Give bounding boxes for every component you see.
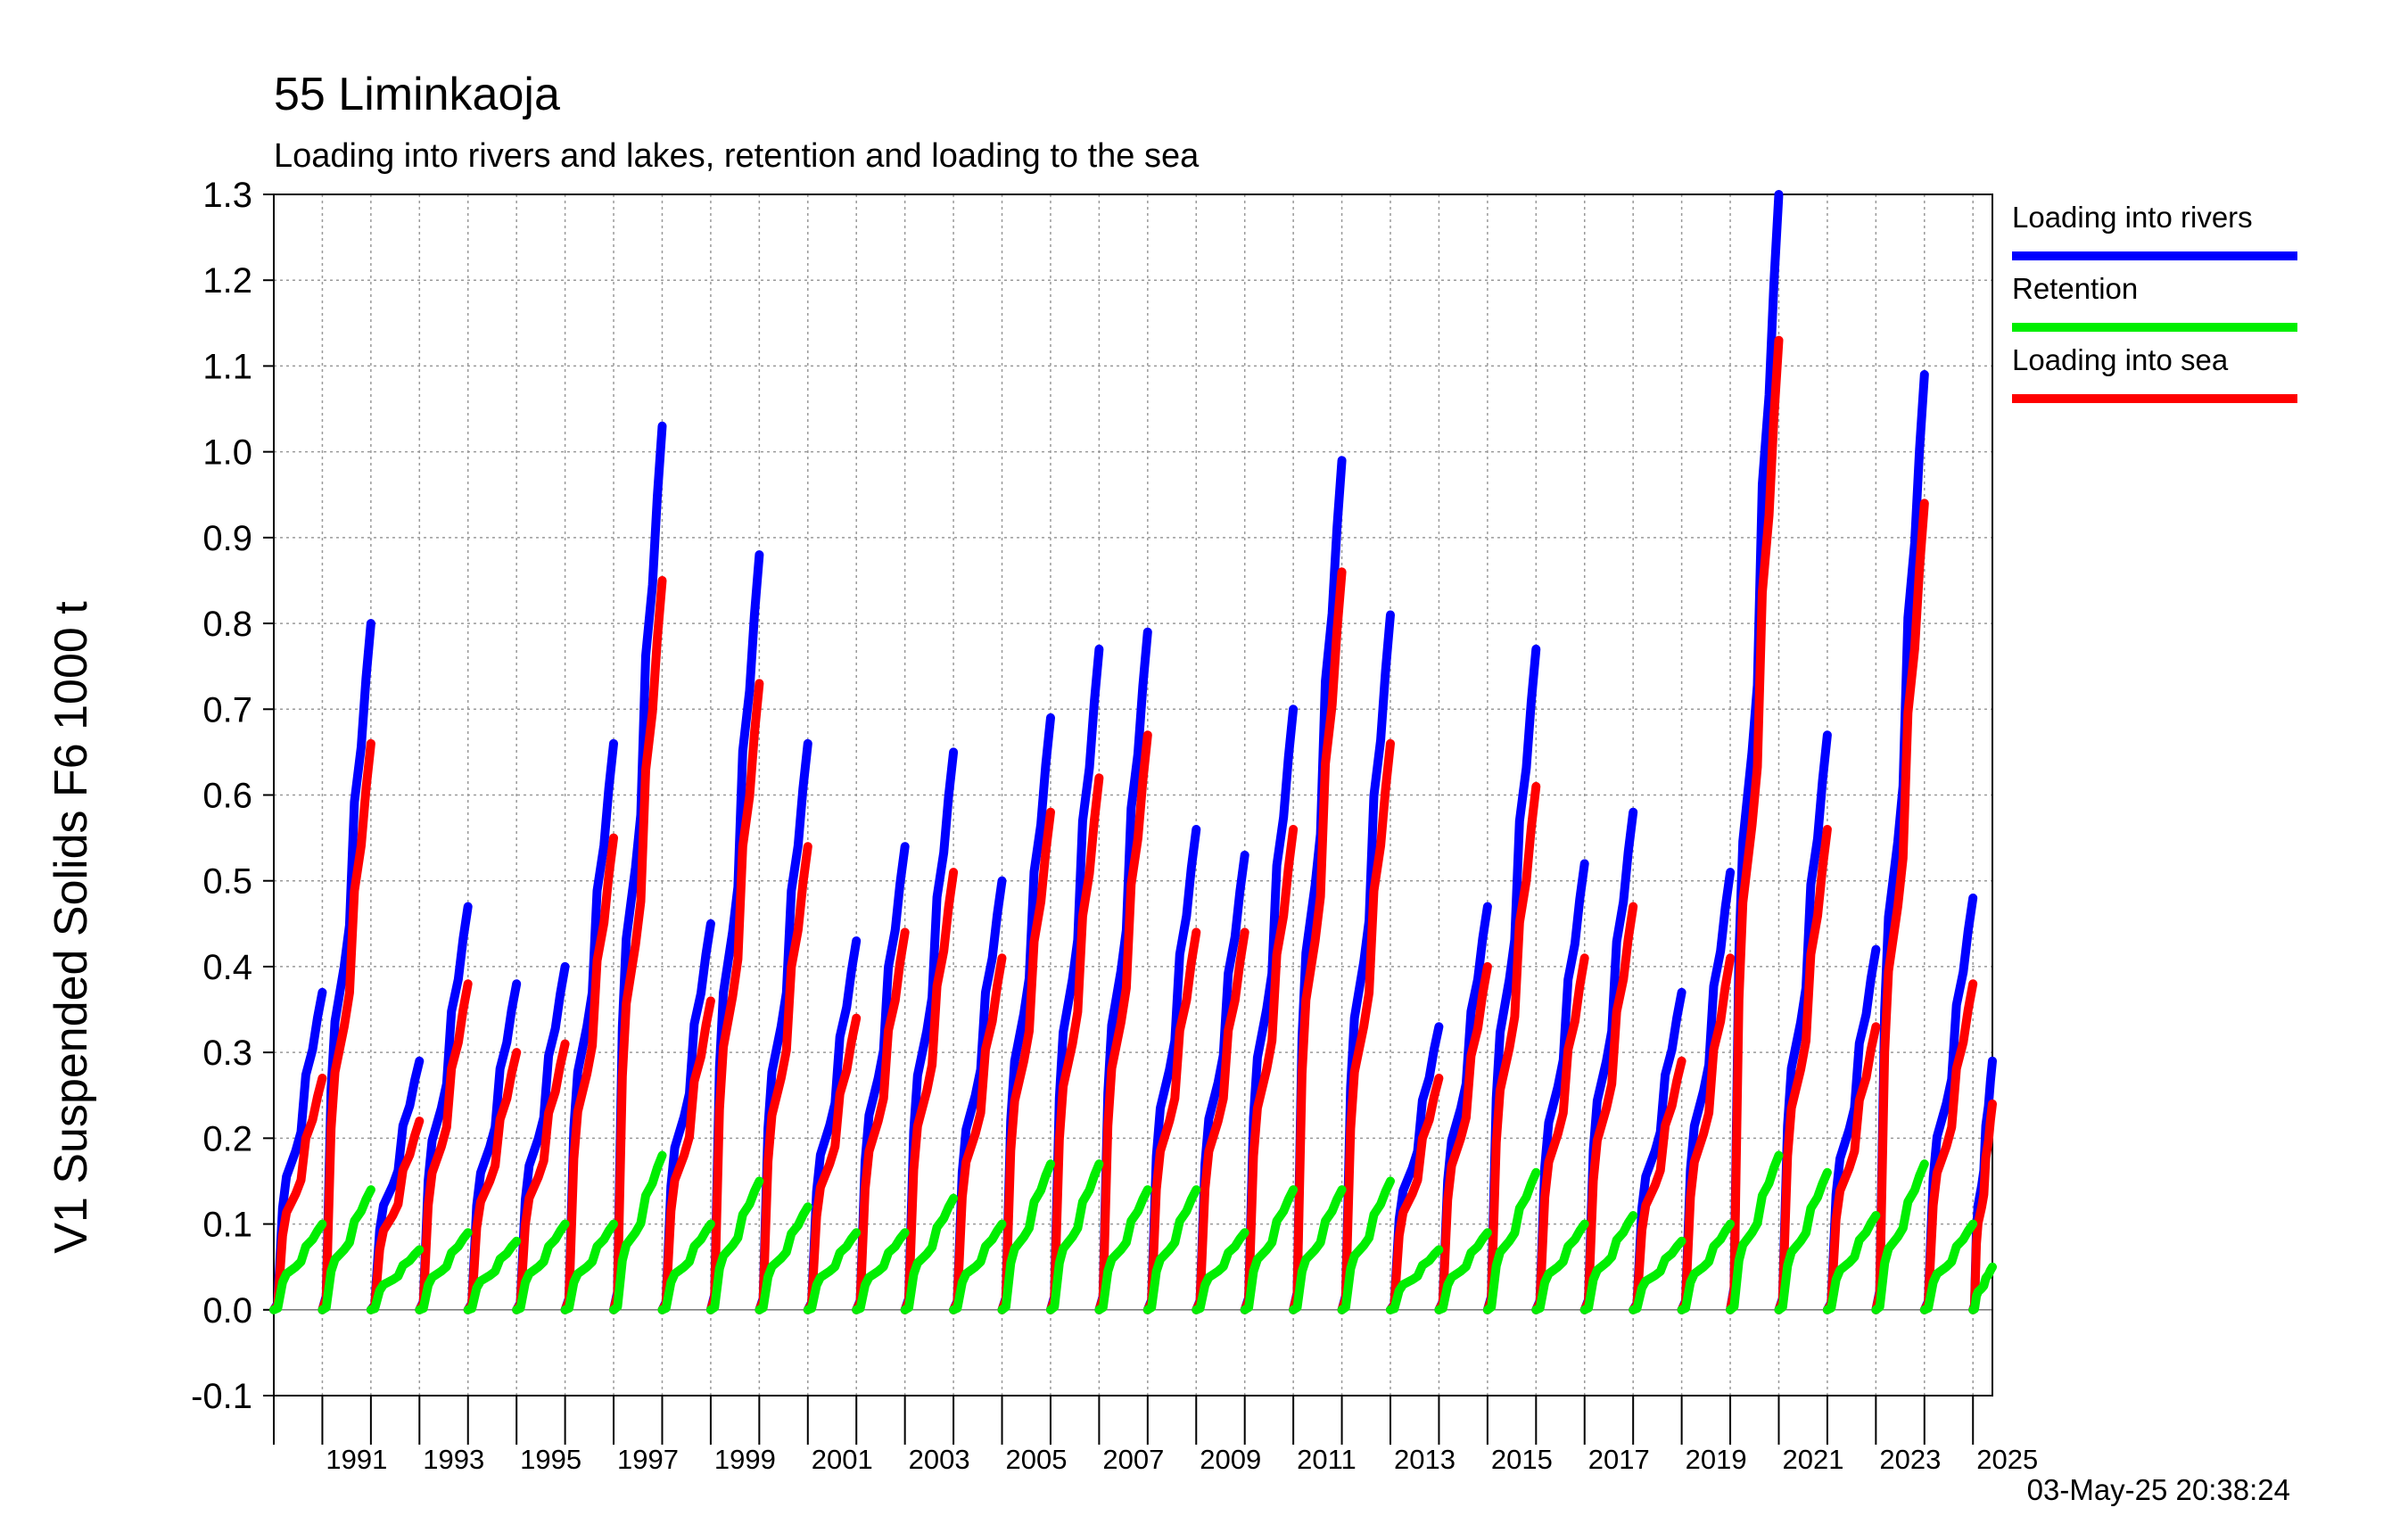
x-tick-label: 2011 (1297, 1444, 1357, 1475)
y-axis-label: V1 Suspended Solids F6 1000 t (45, 601, 97, 1254)
y-tick-label: 1.0 (202, 433, 252, 473)
chart-subtitle: Loading into rivers and lakes, retention… (274, 137, 1200, 175)
y-tick-label: 0.0 (202, 1291, 252, 1331)
x-tick-label: 2009 (1200, 1444, 1261, 1475)
series-loading-into-sea (269, 335, 1997, 1314)
x-tick-label: 2019 (1686, 1444, 1747, 1475)
x-tick-label: 1993 (423, 1444, 484, 1475)
y-tick-label: 0.8 (202, 605, 252, 644)
x-tick-label: 2025 (1976, 1444, 2038, 1475)
x-tick-label: 2005 (1006, 1444, 1068, 1475)
x-tick-label: 2013 (1394, 1444, 1456, 1475)
y-tick-label: 0.9 (202, 519, 252, 558)
y-tick-label: 1.1 (202, 347, 252, 386)
y-axis: -0.1 0.0 0.1 0.2 0.3 0.4 0.5 0.6 0.7 0.8 0.9 1.0 1.1… (191, 176, 274, 1416)
x-tick-label: 2017 (1588, 1444, 1650, 1475)
chart-title: 55 Liminkaoja (274, 69, 560, 120)
legend-label: Loading into sea (2012, 343, 2229, 376)
x-tick-label: 2001 (812, 1444, 873, 1475)
legend: Loading into rivers Retention Loading into… (2012, 201, 2297, 403)
x-axis: 1991 1993 1995 1997 1999 2001 2003 2005 2007 2009… (273, 1396, 2038, 1475)
x-tick-label: 1999 (714, 1444, 776, 1475)
y-tick-label: 0.7 (202, 690, 252, 729)
y-tick-label: 0.1 (202, 1206, 252, 1245)
y-tick-label: 0.3 (202, 1034, 252, 1073)
y-tick-label: 0.4 (202, 948, 252, 987)
x-tick-label: 1991 (326, 1444, 387, 1475)
x-tick-label: 1997 (617, 1444, 679, 1475)
grid (273, 194, 1993, 1397)
y-tick-label: 0.6 (202, 777, 252, 816)
x-tick-label: 2015 (1491, 1444, 1553, 1475)
y-tick-label: -0.1 (191, 1377, 252, 1416)
y-tick-label: 1.3 (202, 176, 252, 215)
y-tick-label: 0.2 (202, 1119, 252, 1158)
x-tick-label: 2007 (1102, 1444, 1164, 1475)
series-retention (269, 1150, 1997, 1314)
x-tick-label: 1995 (520, 1444, 581, 1475)
timestamp: 03-May-25 20:38:24 (2027, 1473, 2290, 1506)
y-tick-label: 1.2 (202, 261, 252, 301)
x-tick-label: 2003 (909, 1444, 970, 1475)
x-tick-label: 2021 (1782, 1444, 1843, 1475)
plot-area (269, 190, 1997, 1314)
legend-label: Loading into rivers (2012, 201, 2253, 234)
legend-label: Retention (2012, 272, 2138, 305)
y-tick-label: 0.5 (202, 862, 252, 902)
x-tick-label: 2023 (1879, 1444, 1941, 1475)
